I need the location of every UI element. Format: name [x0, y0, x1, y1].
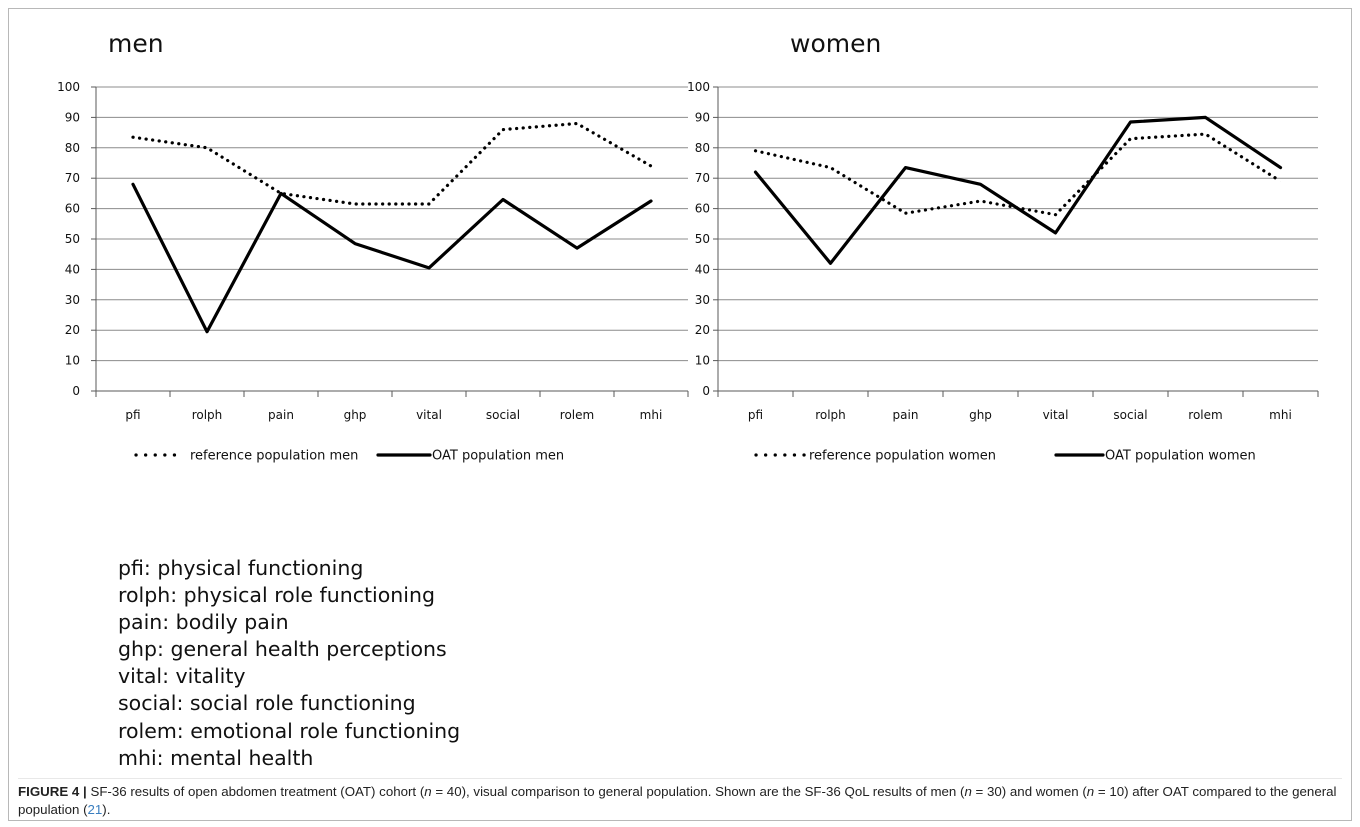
reference-series-line: [753, 132, 1283, 217]
legend-label: OAT population men: [432, 449, 564, 464]
x-tick-label: rolem: [1188, 408, 1222, 422]
y-tick-label: 10: [695, 354, 710, 368]
caption-text: = 40), visual comparison to general popu…: [431, 784, 965, 799]
caption-text: ).: [102, 801, 111, 817]
oat-series-line: [753, 115, 1283, 265]
reference-series-line: [131, 121, 653, 206]
x-tick-label: mhi: [640, 408, 663, 422]
caption-reference-link[interactable]: 21: [87, 801, 103, 817]
caption-n: n: [424, 784, 432, 799]
y-tick-label: 20: [65, 323, 80, 337]
y-tick-label: 30: [65, 293, 80, 307]
abbreviation-item: pfi: physical functioning: [118, 556, 364, 580]
x-tick-label: rolph: [192, 408, 223, 422]
figure-caption: FIGURE 4 | SF-36 results of open abdomen…: [18, 778, 1342, 818]
x-tick-label: rolem: [560, 408, 594, 422]
abbreviation-item: rolem: emotional role functioning: [118, 718, 461, 743]
y-tick-label: 0: [702, 384, 710, 398]
caption-text: = 30) and women (: [971, 784, 1087, 799]
x-tick-label: ghp: [344, 408, 367, 422]
y-tick-label: 90: [695, 110, 710, 124]
caption-label: FIGURE 4 |: [18, 784, 87, 799]
caption-n: n: [1086, 784, 1095, 799]
y-tick-label: 10: [65, 354, 80, 368]
oat-series-line: [131, 182, 653, 334]
x-tick-label: pfi: [125, 408, 140, 422]
y-tick-label: 0: [72, 384, 80, 398]
x-tick-label: vital: [1043, 408, 1069, 422]
y-tick-label: 100: [687, 80, 710, 94]
y-tick-label: 70: [65, 171, 80, 185]
y-tick-label: 90: [65, 110, 80, 124]
chart-title: women: [790, 29, 881, 58]
y-tick-label: 40: [695, 262, 710, 276]
x-tick-label: pfi: [748, 408, 763, 422]
x-tick-label: social: [486, 408, 520, 422]
y-tick-label: 50: [65, 232, 80, 246]
y-tick-label: 80: [65, 141, 80, 155]
figure-frame: [8, 8, 1352, 821]
abbreviation-item: rolph: physical role functioning: [118, 583, 435, 608]
y-tick-label: 70: [695, 171, 710, 185]
abbreviation-item: mhi: mental health: [118, 745, 314, 770]
y-tick-label: 100: [57, 80, 80, 94]
legend-label: reference population men: [190, 449, 358, 464]
chart-title: men: [108, 29, 164, 58]
abbreviation-list: pfi: physical functioning rolph: physica…: [118, 555, 460, 772]
abbreviation-item: vital: vitality: [118, 664, 246, 689]
y-tick-label: 60: [695, 202, 710, 216]
x-tick-label: pain: [893, 408, 919, 422]
caption-n: n: [964, 784, 972, 799]
x-tick-label: pain: [268, 408, 294, 422]
caption-text: = 10) after OAT compared to the general …: [18, 784, 1337, 817]
abbreviation-item: social: social role functioning: [118, 691, 416, 716]
y-tick-label: 20: [695, 323, 710, 337]
y-tick-label: 50: [695, 232, 710, 246]
x-tick-label: vital: [416, 408, 442, 422]
x-tick-label: ghp: [969, 408, 992, 422]
x-tick-label: mhi: [1269, 408, 1292, 422]
legend-label: reference population women: [809, 449, 996, 464]
legend-label: OAT population women: [1105, 449, 1256, 464]
y-tick-label: 40: [65, 262, 80, 276]
y-tick-label: 80: [695, 141, 710, 155]
abbreviation-item: pain: bodily pain: [118, 610, 289, 635]
x-tick-label: social: [1113, 408, 1147, 422]
abbreviation-item: ghp: general health perceptions: [118, 637, 447, 662]
x-tick-label: rolph: [815, 408, 846, 422]
y-tick-label: 30: [695, 293, 710, 307]
caption-text: SF-36 results of open abdomen treatment …: [86, 784, 425, 799]
y-tick-label: 60: [65, 202, 80, 216]
